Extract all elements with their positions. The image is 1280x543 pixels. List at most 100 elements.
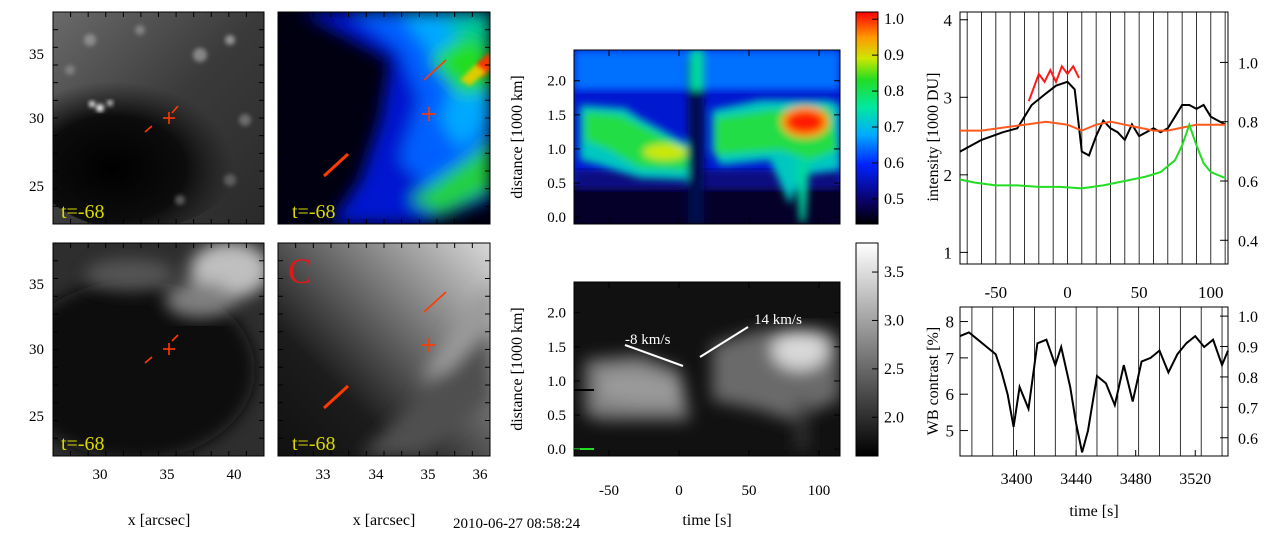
y-tick: 25 xyxy=(29,179,44,195)
lc-left-tick-label: 3 xyxy=(944,88,953,107)
colorbar-color xyxy=(855,11,879,225)
td-ytick-label: 1.0 xyxy=(547,374,566,390)
marker-line xyxy=(171,334,179,342)
colorbar-tick-label: 0.6 xyxy=(884,155,904,172)
colorbar-tick-label: 3.5 xyxy=(884,264,904,281)
y-tick: 30 xyxy=(29,111,44,127)
wb-left-tick-label: 6 xyxy=(946,385,955,404)
lc-right-tick-label: 1.0 xyxy=(1238,55,1258,72)
lc-series-red xyxy=(1027,64,1080,102)
dynamic-chart-layer: 0.00.51.01.52.00.00.51.01.52.0-50 0 50 1001… xyxy=(547,11,1258,499)
lc-xtick-label: 100 xyxy=(1198,283,1224,302)
lc-left-tick-label: 4 xyxy=(944,11,953,30)
lc-xtick-label: -50 xyxy=(984,283,1007,302)
lc-series-black xyxy=(959,80,1226,157)
speed-label: 14 km/s xyxy=(754,312,802,328)
lc-series-orange xyxy=(960,120,1226,132)
colorbar-tick-label: 0.9 xyxy=(884,47,904,64)
time-label: t=-68 xyxy=(292,201,336,223)
wb-xtick-label: 3520 xyxy=(1179,471,1211,488)
speed-annotations: -8 km/s 14 km/s xyxy=(574,312,802,450)
lc-top-frame xyxy=(959,11,1229,265)
marker-line xyxy=(322,152,350,178)
colorbar-tick-label: 2.5 xyxy=(884,361,904,378)
td-xtick-label: 50 xyxy=(742,483,757,499)
td-xtick-label: 100 xyxy=(808,483,831,499)
image-ticks xyxy=(53,12,490,456)
y-tick: 35 xyxy=(29,277,44,293)
speed-line xyxy=(699,326,749,358)
td-gray-map xyxy=(574,282,840,456)
wb-right-tick-label: 0.6 xyxy=(1238,431,1258,448)
colorbar-tick-label: 2.0 xyxy=(884,409,904,426)
y-tick: 30 xyxy=(29,342,44,358)
panel-wb-image xyxy=(53,12,264,224)
td-ytick-label: 0.0 xyxy=(547,442,566,458)
time-label: t=-68 xyxy=(61,433,105,455)
colorbar-tick-label: 0.8 xyxy=(884,83,904,100)
wb-series-contrast xyxy=(959,331,1229,453)
x-axis-label: x [arcsec] xyxy=(353,512,416,529)
td-ytick-label: 2.0 xyxy=(547,306,566,322)
timestamp: 2010-06-27 08:58:24 xyxy=(453,516,581,532)
wb-right-tick-label: 0.8 xyxy=(1238,370,1258,387)
wb-right-tick-label: 1.0 xyxy=(1238,309,1258,326)
panel-color-image xyxy=(278,12,490,224)
x-tick: 33 xyxy=(316,467,331,483)
time-label: t=-68 xyxy=(61,201,105,223)
td-color-map xyxy=(574,50,840,224)
lc-left-tick-label: 1 xyxy=(944,243,953,262)
marker-line xyxy=(144,125,153,133)
lc-xtick-label: 50 xyxy=(1131,283,1148,302)
wb-left-tick-label: 7 xyxy=(946,349,955,368)
marker-line xyxy=(171,105,179,114)
td-ytick-label: 0.5 xyxy=(547,408,566,424)
td-ytick-label: 2.0 xyxy=(547,74,566,90)
td-ytick-label: 0.5 xyxy=(547,176,566,192)
lc-ylabel: intensity [1000 DU] xyxy=(925,73,942,202)
colorbar-gray xyxy=(855,242,879,457)
td-ylabel: distance [1000 km] xyxy=(509,307,526,431)
panel-letter: C xyxy=(288,251,312,291)
lc-right-tick-label: 0.8 xyxy=(1238,115,1258,132)
wb-xtick-label: 3480 xyxy=(1120,471,1152,488)
colorbar-tick-label: 1.0 xyxy=(884,11,904,28)
lc-xtick-label: 0 xyxy=(1063,283,1072,302)
x-tick: 34 xyxy=(369,467,385,483)
lc-right-tick-label: 0.6 xyxy=(1238,174,1258,191)
wb-xlabel: time [s] xyxy=(1069,503,1118,520)
x-tick: 40 xyxy=(227,467,242,483)
td-gray-frame xyxy=(573,281,841,457)
time-label: t=-68 xyxy=(292,433,336,455)
lc-series-green xyxy=(959,121,1226,190)
td-ytick-label: 1.5 xyxy=(547,340,566,356)
wb-right-tick-label: 0.9 xyxy=(1238,340,1258,357)
y-tick: 35 xyxy=(29,47,44,63)
colorbar-tick-label: 0.5 xyxy=(884,191,904,208)
speed-line xyxy=(624,344,684,367)
td-ytick-label: 1.0 xyxy=(547,142,566,158)
marker-line xyxy=(322,384,350,410)
td-xtick-label: -50 xyxy=(599,483,619,499)
x-axis-label: x [arcsec] xyxy=(128,512,191,529)
marker-line xyxy=(423,59,447,81)
wb-xtick-label: 3400 xyxy=(1001,471,1033,488)
td-ytick-label: 0.0 xyxy=(547,210,566,226)
td-xtick-label: 0 xyxy=(675,483,683,499)
panel-gray-chromo xyxy=(278,243,490,456)
y-tick: 25 xyxy=(29,409,44,425)
x-tick: 35 xyxy=(160,467,175,483)
x-tick: 36 xyxy=(473,467,489,483)
lc-right-tick-label: 0.4 xyxy=(1238,233,1258,250)
colorbar-tick-label: 3.0 xyxy=(884,312,904,329)
td-ylabel: distance [1000 km] xyxy=(509,75,526,199)
td-ytick-label: 1.5 xyxy=(547,108,566,124)
wb-right-tick-label: 0.7 xyxy=(1238,400,1258,417)
wb-xtick-label: 3440 xyxy=(1060,471,1092,488)
wb-left-tick-label: 5 xyxy=(946,422,955,441)
td-color-frame xyxy=(573,49,841,225)
x-tick: 35 xyxy=(421,467,436,483)
lc-left-tick-label: 2 xyxy=(944,166,953,185)
colorbar-tick-label: 0.7 xyxy=(884,119,904,136)
